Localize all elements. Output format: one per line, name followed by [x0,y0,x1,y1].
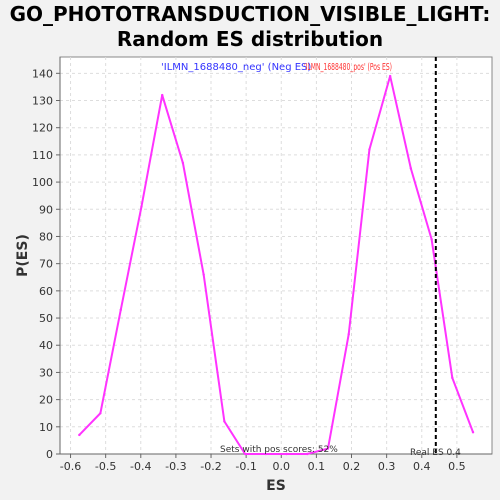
data-point [451,376,454,380]
data-point [471,431,475,434]
y-tick-label: 90 [39,203,53,216]
data-point [243,452,247,456]
x-tick-label: -0.1 [235,460,256,473]
data-point [119,308,122,312]
pos-scores-annotation: Sets with pos scores: 52% [220,445,338,455]
real-es-annotation: Real ES 0.4 [410,448,461,458]
chart-title-line2: Random ES distribution [116,27,384,51]
data-point [388,74,392,78]
x-tick-label: -0.4 [130,460,151,473]
x-tick-label: 0.1 [308,460,326,473]
y-tick-label: 10 [39,421,53,434]
y-tick-label: 120 [32,122,53,135]
plot-area [59,56,493,455]
x-tick-label: 0.3 [378,460,396,473]
x-tick-label: -0.5 [95,460,116,473]
legend-pos-label: 'ILMN_1688480_pos' (Pos ES) [304,62,392,73]
series-layer [78,74,475,456]
series-line [78,75,474,455]
y-tick-label: 140 [32,67,53,80]
y-tick-label: 70 [39,258,53,271]
grid-lines [60,57,492,454]
data-point [202,273,205,276]
legend-neg-label: 'ILMN_1688480_neg' (Neg ES) [161,62,311,73]
y-tick-label: 40 [39,339,53,352]
x-tick-label: 0.0 [273,460,291,473]
x-tick-label: -0.6 [60,460,81,473]
y-tick-label: 60 [39,285,53,298]
data-point [430,237,433,241]
x-tick-label: 0.5 [448,460,466,473]
data-point [368,148,371,151]
data-point [223,420,226,423]
x-tick-label: 0.2 [343,460,361,473]
x-tick-label: -0.2 [200,460,221,473]
data-point [306,452,309,456]
data-point [140,205,143,208]
data-point [285,452,288,456]
data-point [409,167,413,170]
y-axis-label: P(ES) [15,234,31,277]
data-point [264,452,268,456]
data-point [347,333,350,336]
data-point [161,93,164,97]
y-tick-label: 100 [32,176,53,189]
y-tick-label: 50 [39,312,53,325]
chart-title-line1: GO_PHOTOTRANSDUCTION_VISIBLE_LIGHT: [9,2,491,26]
y-tick-label: 110 [32,149,53,162]
x-axis-label: ES [266,478,286,494]
x-tick-label: 0.4 [413,460,431,473]
x-tick-label: -0.3 [165,460,186,473]
y-tick-label: 0 [46,448,53,461]
y-tick-label: 20 [39,394,53,407]
data-point [99,412,102,415]
data-point [78,433,81,437]
data-point [326,447,330,450]
y-tick-label: 80 [39,230,53,243]
y-tick-label: 130 [32,95,53,108]
data-point [181,161,185,165]
y-tick-label: 30 [39,366,53,379]
